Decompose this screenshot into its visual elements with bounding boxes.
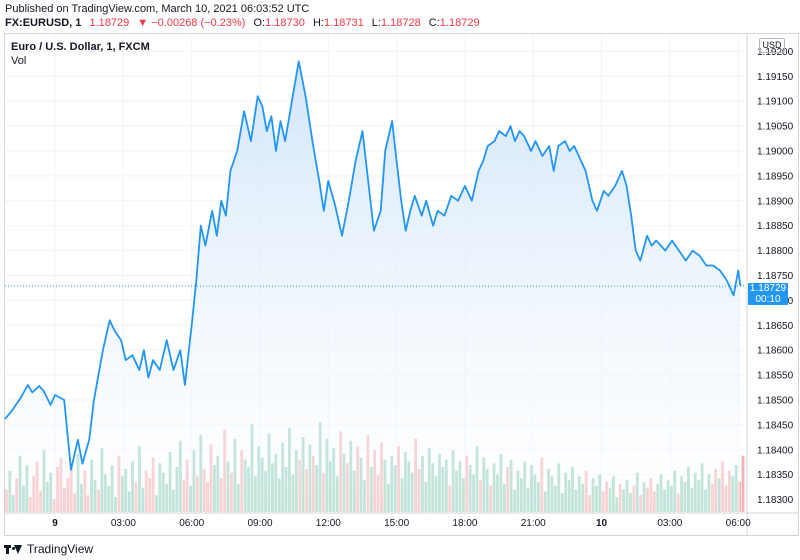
volume-bar: [741, 455, 745, 512]
time-tick-label: 10: [596, 518, 608, 529]
time-tick-label: 15:00: [384, 518, 409, 529]
chart-frame: [4, 33, 799, 536]
price-tick-label: 1.18900: [757, 196, 794, 207]
low-value: 1.18728: [380, 17, 421, 29]
time-tick-label: 03:00: [657, 518, 682, 529]
time-tick-label: 12:00: [316, 518, 341, 529]
price-tick-label: 1.18550: [757, 371, 794, 382]
high-label: H:: [312, 17, 324, 29]
price-tick-label: 1.18600: [757, 346, 794, 357]
price-tick-label: 1.18500: [757, 395, 794, 406]
published-note: Published on TradingView.com, March 10, …: [5, 3, 310, 15]
price-tick-label: 1.18800: [757, 246, 794, 257]
price-tick-label: 1.18450: [757, 420, 794, 431]
time-tick-label: 06:00: [726, 518, 751, 529]
price-change: ▼ −0.00268 (−0.23%): [137, 17, 246, 29]
time-tick-label: 18:00: [452, 518, 477, 529]
time-tick-label: 21:00: [521, 518, 546, 529]
price-area: [5, 61, 741, 513]
price-tick-label: 1.18650: [757, 321, 794, 332]
time-axis[interactable]: 9 03:00 06:00 09:00 12:00 15:00 18:00 21:00 10 03…: [4, 512, 799, 529]
price-line: [4, 60, 742, 471]
currency-badge[interactable]: USD: [759, 38, 785, 53]
low-label: L:: [371, 17, 381, 29]
open-label: O:: [253, 17, 266, 29]
time-tick-label: 03:00: [111, 518, 136, 529]
close-label: C:: [428, 17, 440, 29]
price-tick-label: 1.18850: [757, 221, 794, 232]
last-price: 1.18729: [89, 17, 130, 29]
tradingview-logo-icon: [4, 544, 22, 555]
last-price-tag: 1.18729 00:10: [748, 283, 788, 305]
price-line-path: [4, 60, 742, 471]
volume-label[interactable]: Vol: [11, 55, 27, 67]
price-tick-label: 1.18350: [757, 470, 794, 481]
last-price-tag-value: 1.18729: [749, 283, 787, 294]
time-tick-label: 09:00: [247, 518, 272, 529]
price-tick-label: 1.18750: [757, 271, 794, 282]
price-tick-label: 1.18300: [757, 495, 794, 506]
bar-countdown: 00:10: [755, 294, 781, 305]
price-tick-label: 1.19150: [757, 72, 794, 83]
open-value: 1.18730: [265, 17, 305, 29]
price-tick-label: 1.18950: [757, 171, 794, 182]
time-tick-label: 06:00: [179, 518, 204, 529]
brand-name: TradingView: [27, 542, 94, 556]
price-tick-label: 1.18400: [757, 445, 794, 456]
high-value: 1.18731: [323, 17, 364, 29]
price-tick-label: 1.19050: [757, 122, 794, 133]
footer-brand[interactable]: TradingView: [4, 538, 93, 560]
price-tick-label: 1.19000: [757, 147, 794, 158]
chart-title[interactable]: Euro / U.S. Dollar, 1, FXCM: [11, 41, 150, 53]
price-tick-label: 1.19100: [757, 97, 794, 108]
chart-legend: Euro / U.S. Dollar, 1, FXCM Vol: [11, 40, 150, 68]
time-tick-label: 9: [52, 518, 58, 529]
price-area-fill: [5, 61, 741, 513]
symbol-label[interactable]: FX:EURUSD, 1: [5, 17, 82, 29]
ohlc-legend: FX:EURUSD, 1 1.18729 ▼ −0.00268 (−0.23%)…: [5, 17, 480, 29]
close-value: 1.18729: [439, 17, 480, 29]
